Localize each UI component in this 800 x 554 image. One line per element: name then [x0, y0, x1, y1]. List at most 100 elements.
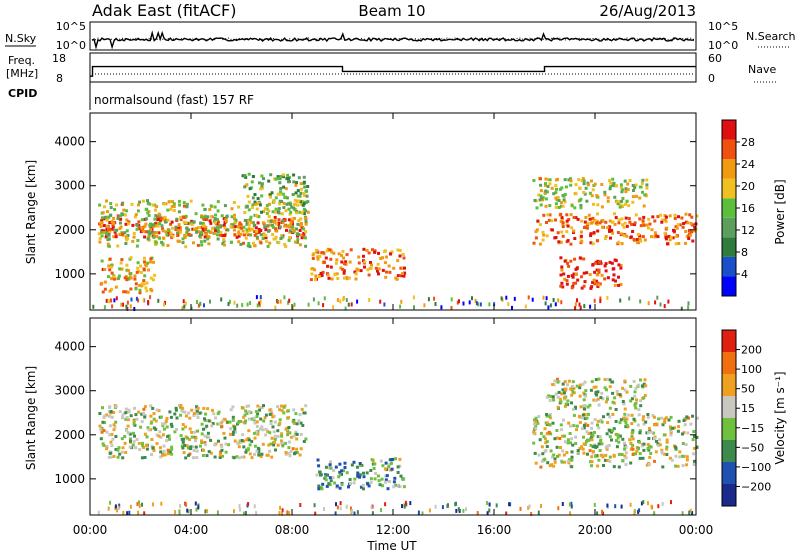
- velocity-region-3-cell-75: [622, 402, 626, 406]
- power-region-3-cell-41: [281, 173, 285, 177]
- velocity-region-0-cell-33: [113, 425, 117, 429]
- power-clutter-84: [574, 306, 577, 311]
- power-region-5-cell-22: [673, 216, 677, 220]
- velocity-region-2-cell-346: [691, 438, 695, 442]
- power-region-3-cell-33: [276, 175, 280, 179]
- velocity-region-1-cell-104: [392, 485, 396, 489]
- velocity-region-3-cell-112: [552, 398, 556, 402]
- power-cbar-tick-label-1: 24: [741, 158, 755, 171]
- velocity-region-0-cell-218: [155, 408, 159, 412]
- power-region-4-cell-19: [396, 248, 400, 252]
- power-clutter-111: [687, 301, 690, 306]
- power-clutter-81: [259, 299, 262, 304]
- power-region-5-cell-182: [643, 238, 647, 242]
- power-region-5-cell-215: [584, 216, 588, 219]
- power-region-5-cell-225: [620, 242, 624, 246]
- power-clutter-68: [589, 304, 592, 309]
- velocity-region-0-cell-475: [108, 433, 112, 437]
- power-region-5-cell-76: [572, 216, 576, 219]
- velocity-region-1-cell-42: [338, 486, 342, 490]
- velocity-region-1-cell-96: [317, 484, 321, 488]
- velocity-region-2-cell-382: [631, 443, 635, 447]
- velocity-region-2-cell-64: [583, 417, 587, 421]
- velocity-region-2-cell-126: [621, 437, 625, 441]
- velocity-clutter-107: [647, 501, 649, 506]
- power-region-1-cell-206: [211, 227, 214, 231]
- velocity-region-3-cell-77: [599, 396, 603, 400]
- velocity-clutter-62: [570, 501, 573, 506]
- velocity-clutter-94: [488, 502, 491, 507]
- velocity-region-0-cell-443: [138, 448, 142, 452]
- power-region-2-cell-2: [136, 266, 140, 270]
- velocity-region-2-cell-269: [589, 431, 593, 435]
- velocity-region-0-cell-131: [271, 415, 275, 419]
- power-clutter-118: [500, 296, 503, 301]
- velocity-region-2-cell-206: [611, 429, 614, 432]
- velocity-region-0-cell-339: [302, 440, 306, 443]
- power-cbar-tick-label-2: 20: [741, 180, 755, 193]
- velocity-region-1-cell-88: [367, 484, 371, 488]
- velocity-clutter-136: [335, 502, 337, 507]
- power-region-0-cell-53: [243, 233, 246, 237]
- velocity-region-0-cell-240: [150, 453, 153, 456]
- power-region-4-cell-21: [392, 266, 396, 270]
- power-region-4-cell-79: [349, 248, 353, 252]
- beam-title: Beam 10: [358, 2, 425, 20]
- power-region-4-cell-118: [324, 256, 328, 260]
- velocity-region-3-cell-36: [615, 389, 619, 393]
- power-region-5-cell-53: [560, 230, 564, 234]
- power-region-1-cell-145: [145, 207, 149, 211]
- velocity-clutter-106: [356, 510, 359, 515]
- velocity-region-1-cell-119: [350, 463, 354, 467]
- velocity-region-2-cell-109: [651, 414, 655, 417]
- velocity-region-2-cell-54: [597, 458, 601, 462]
- velocity-region-2-cell-336: [534, 427, 538, 430]
- velocity-region-2-cell-56: [667, 418, 671, 422]
- power-region-1-cell-239: [153, 203, 157, 207]
- velocity-clutter-116: [194, 501, 197, 506]
- velocity-region-2-cell-32: [617, 452, 621, 456]
- power-region-5-cell-183: [665, 226, 669, 230]
- velocity-clutter-109: [638, 508, 641, 513]
- power-region-0-cell-144: [200, 226, 204, 229]
- power-region-1-cell-254: [233, 213, 236, 217]
- velocity-region-0-cell-46: [223, 436, 227, 440]
- velocity-region-3-cell-21: [623, 379, 627, 383]
- velocity-region-1-cell-99: [394, 483, 397, 487]
- velocity-region-2-cell-181: [619, 418, 623, 422]
- power-region-2-cell-86: [108, 257, 112, 261]
- velocity-region-0-cell-70: [280, 409, 284, 413]
- power-region-1-cell-114: [98, 240, 102, 244]
- velocity-region-0-cell-204: [107, 455, 111, 459]
- power-region-0-cell-9: [191, 227, 195, 231]
- power-clutter-37: [468, 300, 471, 305]
- power-region-7-cell-14: [595, 268, 599, 272]
- velocity-region-1-cell-116: [317, 487, 321, 491]
- velocity-region-0-cell-448: [125, 428, 129, 432]
- power-clutter-23: [399, 304, 402, 309]
- velocity-region-0-cell-122: [195, 410, 199, 414]
- velocity-region-0-cell-145: [109, 455, 113, 459]
- power-clutter-21: [190, 306, 193, 311]
- power-region-6-cell-54: [645, 186, 649, 190]
- velocity-clutter-33: [633, 510, 636, 515]
- power-region-1-cell-50: [231, 223, 235, 227]
- power-region-2-cell-79: [110, 277, 114, 281]
- power-region-6-cell-138: [569, 179, 573, 183]
- velocity-region-0-cell-188: [188, 416, 192, 420]
- power-region-5-cell-156: [609, 236, 612, 240]
- power-clutter-103: [347, 302, 350, 307]
- power-region-7-cell-70: [563, 259, 567, 263]
- velocity-clutter-121: [351, 509, 354, 513]
- power-region-1-cell-168: [192, 241, 195, 245]
- power-region-7-cell-86: [585, 271, 589, 275]
- velocity-region-1-cell-69: [323, 476, 327, 480]
- power-region-0-cell-11: [143, 235, 147, 239]
- velocity-region-0-cell-364: [218, 453, 222, 457]
- velocity-ylabel: Slant Range [km]: [24, 366, 38, 470]
- velocity-clutter-111: [197, 505, 200, 510]
- power-region-1-cell-152: [147, 230, 151, 233]
- velocity-region-0-cell-42: [273, 420, 277, 424]
- power-region-3-cell-32: [244, 175, 248, 179]
- power-region-4-cell-94: [311, 257, 315, 260]
